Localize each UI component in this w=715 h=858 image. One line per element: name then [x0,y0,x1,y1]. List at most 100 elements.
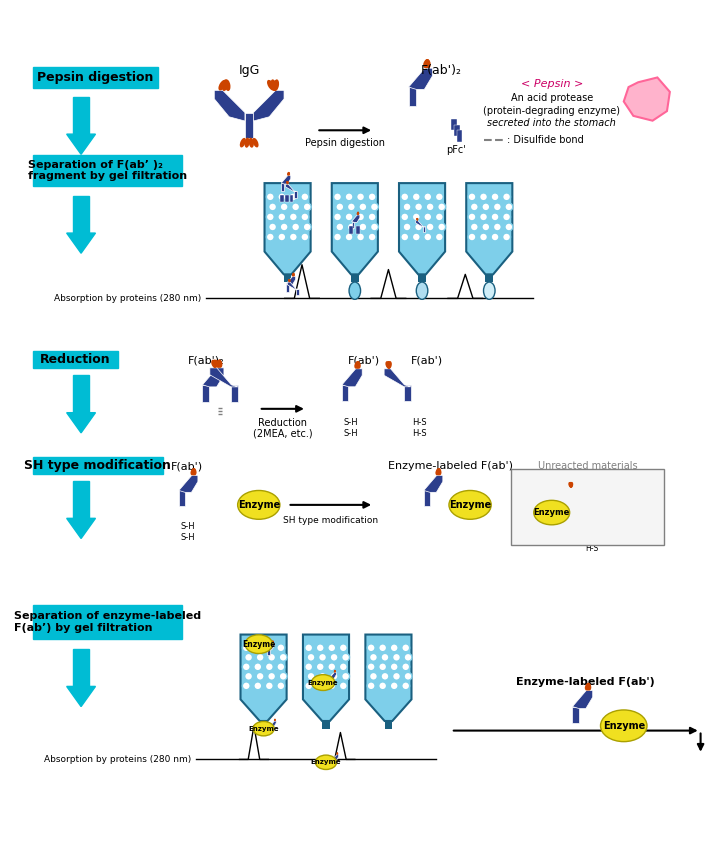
Circle shape [424,213,432,221]
Text: An acid protease: An acid protease [511,94,593,104]
Bar [457,130,463,142]
Circle shape [269,203,277,211]
Circle shape [357,233,365,241]
Circle shape [491,193,499,201]
Ellipse shape [217,360,222,368]
Circle shape [278,193,286,201]
Circle shape [340,644,347,652]
Circle shape [503,193,511,201]
Bar [270,726,272,731]
Text: Reduction: Reduction [40,353,111,366]
Text: Pepsin digestion: Pepsin digestion [305,138,385,148]
Ellipse shape [272,641,273,644]
Polygon shape [466,183,513,275]
Circle shape [401,233,409,241]
Circle shape [301,233,309,241]
Ellipse shape [275,719,276,721]
Ellipse shape [349,282,360,299]
Ellipse shape [237,491,280,519]
Circle shape [505,223,513,231]
Text: Separation of F(ab’ )₂
fragment by gel filtration: Separation of F(ab’ )₂ fragment by gel f… [28,160,187,181]
Ellipse shape [416,218,418,221]
Bar [281,183,285,190]
Polygon shape [265,183,310,275]
Circle shape [305,663,312,671]
Ellipse shape [267,80,275,91]
Circle shape [267,213,275,221]
Circle shape [491,233,499,241]
Bar [424,491,430,506]
Ellipse shape [292,273,295,276]
Ellipse shape [288,279,290,282]
Text: S-H
S-H: S-H S-H [180,523,194,541]
Ellipse shape [253,722,274,736]
Circle shape [267,673,275,680]
Text: Absorption by proteins (280 nm): Absorption by proteins (280 nm) [54,294,201,303]
Circle shape [468,213,476,221]
Circle shape [438,223,445,231]
FancyBboxPatch shape [33,605,182,639]
Ellipse shape [315,755,337,770]
Text: secreted into the stomach: secreted into the stomach [488,118,616,129]
Bar [322,721,330,728]
Circle shape [347,203,355,211]
Circle shape [413,193,420,201]
Circle shape [359,223,367,231]
Circle shape [245,673,252,680]
FancyBboxPatch shape [33,155,182,186]
Circle shape [316,663,324,671]
Bar [202,385,209,402]
Polygon shape [240,635,287,721]
Text: (2MEA, etc.): (2MEA, etc.) [253,428,312,438]
Circle shape [336,203,344,211]
Circle shape [305,682,312,690]
Bar [284,275,292,282]
Text: Pepsin digestion: Pepsin digestion [37,71,154,84]
Ellipse shape [287,181,288,184]
Text: F(ab')₂: F(ab')₂ [420,64,462,77]
Circle shape [503,233,511,241]
FancyBboxPatch shape [33,456,163,474]
Circle shape [368,233,376,241]
FancyBboxPatch shape [33,351,117,368]
Ellipse shape [222,79,228,91]
Ellipse shape [424,59,430,69]
Circle shape [305,644,312,652]
Polygon shape [253,90,284,121]
Circle shape [340,663,347,671]
Ellipse shape [192,468,197,475]
Ellipse shape [568,482,572,487]
Circle shape [491,213,499,221]
Circle shape [379,644,387,652]
Circle shape [303,203,311,211]
Circle shape [468,193,476,201]
Polygon shape [287,282,299,290]
Circle shape [277,644,285,652]
Circle shape [301,213,309,221]
Ellipse shape [334,670,335,673]
Ellipse shape [272,641,274,644]
Polygon shape [66,233,96,253]
FancyBboxPatch shape [511,469,664,545]
Circle shape [482,223,490,231]
Circle shape [505,203,513,211]
Text: Enzyme-labeled F(ab'): Enzyme-labeled F(ab') [388,462,513,471]
Ellipse shape [436,468,440,475]
Ellipse shape [212,360,217,368]
Circle shape [482,203,490,211]
Ellipse shape [335,670,336,673]
Bar [285,195,289,202]
Circle shape [278,233,286,241]
Circle shape [357,193,365,201]
Circle shape [390,663,398,671]
Polygon shape [365,635,412,721]
Circle shape [277,663,285,671]
Ellipse shape [215,360,221,368]
Bar [356,227,360,234]
Circle shape [381,654,389,662]
Ellipse shape [292,273,295,276]
Circle shape [307,673,315,680]
Ellipse shape [437,468,441,475]
Circle shape [368,663,375,671]
Ellipse shape [449,491,491,519]
